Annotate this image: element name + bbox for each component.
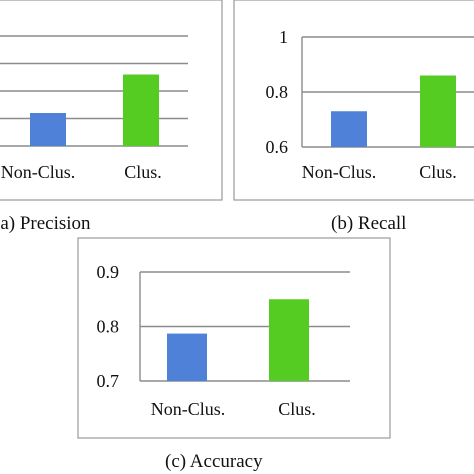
category-label-clus: Clus. [124,162,162,182]
bar-clus [123,74,159,146]
chart-frame-precision [0,0,223,201]
bar-non-clus [167,333,207,381]
y-tick-label: 0.9 [97,262,120,282]
chart-accuracy: 0.7 0.8 0.9 Non-Clus. Clus. (c) Accuracy [77,237,391,472]
y-tick-label: 0.8 [266,82,289,102]
category-label-non-clus: Non-Clus. [151,399,226,419]
bar-clus [269,299,309,381]
tick-labels-accuracy: 0.7 0.8 0.9 [97,262,120,391]
chart-recall: 0.6 0.8 1 Non-Clus. Clus. (b) Recall [233,0,474,234]
category-label-non-clus: Non-Clus. [1,162,76,182]
category-label-non-clus: Non-Clus. [302,162,377,182]
caption-recall: (b) Recall [331,213,406,234]
grid-lines-accuracy [140,271,350,328]
bar-non-clus [331,111,367,147]
chart-frame-accuracy [77,237,391,439]
y-tick-label: 1 [279,27,288,47]
y-tick-label: 0.6 [266,137,289,157]
bar-clus [420,75,456,147]
tick-labels-recall: 0.6 0.8 1 [266,27,289,157]
y-tick-label: 0.8 [97,317,120,337]
chart-precision: Non-Clus. Clus. (a) Precision [0,0,223,234]
category-label-clus: Clus. [278,399,316,419]
bars-recall [331,75,456,147]
caption-accuracy: (c) Accuracy [165,451,263,472]
y-tick-label: 0.7 [97,371,120,391]
bars-accuracy [167,299,309,381]
caption-precision: (a) Precision [0,213,91,234]
chart-frame-recall [233,0,474,201]
category-label-clus: Clus. [419,162,457,182]
bars-precision [30,74,159,146]
bar-non-clus [30,113,66,146]
